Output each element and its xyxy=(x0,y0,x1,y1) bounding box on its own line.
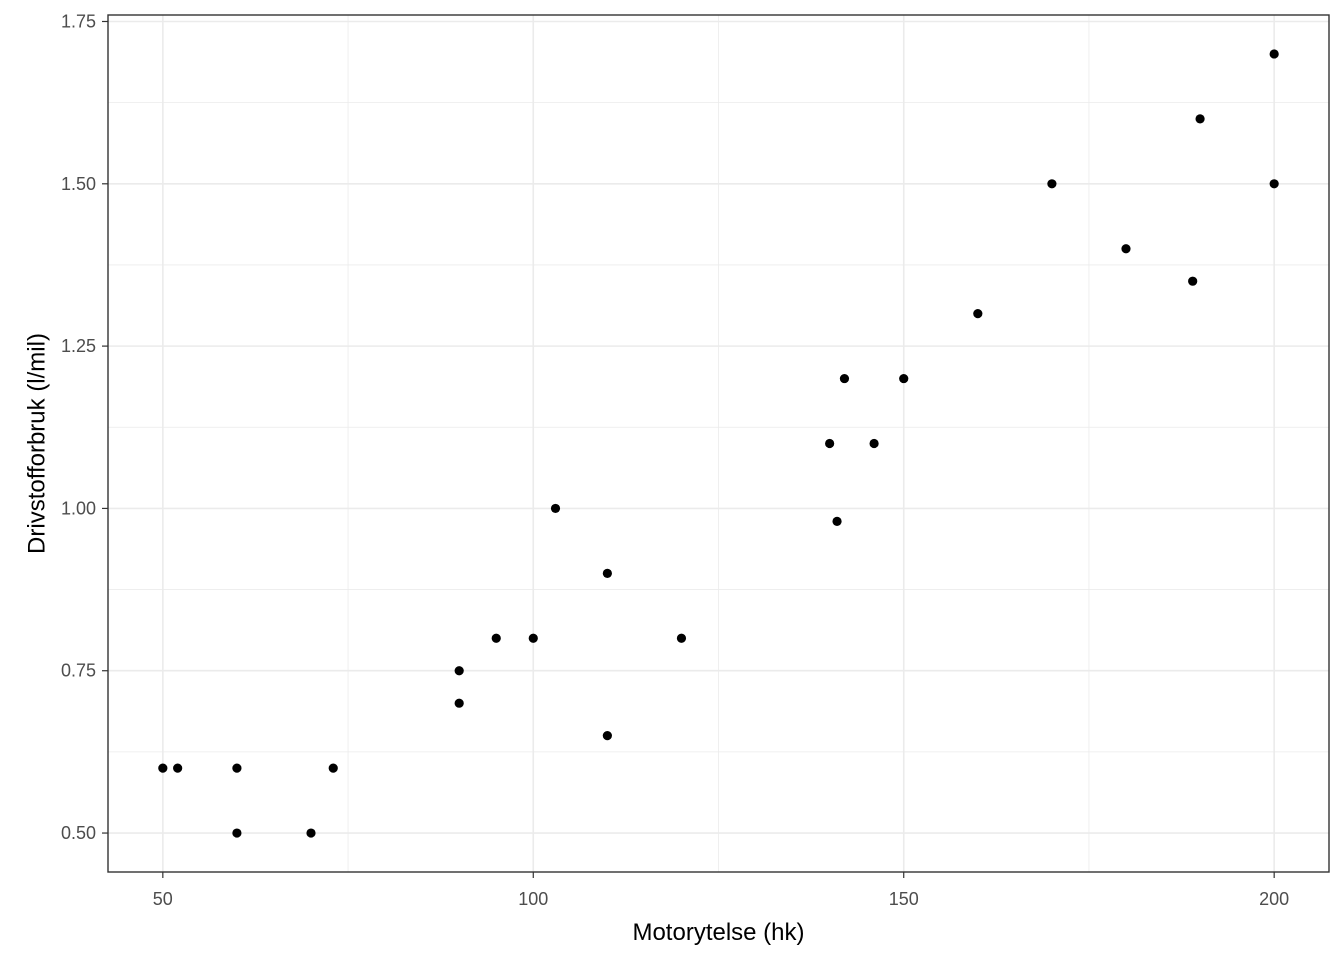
minor-gridlines xyxy=(108,15,1329,872)
data-point xyxy=(232,763,242,773)
data-point xyxy=(869,438,879,449)
x-tick-label: 150 xyxy=(889,889,919,909)
data-point xyxy=(491,633,501,643)
data-point xyxy=(306,828,316,838)
data-point xyxy=(550,503,561,514)
data-point xyxy=(676,633,687,643)
data-point xyxy=(602,731,612,741)
data-point xyxy=(232,828,242,838)
major-gridlines xyxy=(108,15,1329,872)
x-axis-title: Motorytelse (hk) xyxy=(632,919,804,946)
data-point xyxy=(1121,244,1131,254)
data-point xyxy=(1188,276,1198,286)
y-tick-label: 1.50 xyxy=(61,174,96,194)
y-tick-label: 1.25 xyxy=(61,336,96,356)
data-point xyxy=(528,633,538,643)
y-tick-label: 1.00 xyxy=(61,498,96,518)
data-point xyxy=(825,438,835,449)
y-tick-label: 1.75 xyxy=(61,11,96,31)
y-axis: 0.50 0.75 1.00 1.25 1.50 1.75 xyxy=(61,11,108,843)
data-point xyxy=(1047,179,1057,189)
data-point xyxy=(158,763,168,773)
data-point xyxy=(1195,114,1205,124)
data-point xyxy=(454,666,464,676)
data-point xyxy=(839,373,850,384)
y-axis-title: Drivstofforbruk (l/mil) xyxy=(23,333,50,554)
x-axis: 50 100 150 200 xyxy=(153,872,1289,909)
data-point xyxy=(899,373,909,384)
data-point xyxy=(1269,49,1279,59)
data-point xyxy=(173,763,183,773)
y-tick-label: 0.75 xyxy=(61,661,96,681)
panel-border xyxy=(107,14,1330,873)
data-point xyxy=(832,516,842,527)
data-point xyxy=(328,763,338,773)
data-points xyxy=(158,49,1279,838)
data-point xyxy=(1269,179,1279,189)
x-tick-label: 100 xyxy=(518,889,548,909)
data-point xyxy=(973,309,983,319)
x-tick-label: 200 xyxy=(1259,889,1289,909)
y-tick-label: 0.50 xyxy=(61,823,96,843)
data-point xyxy=(454,698,464,708)
data-point xyxy=(602,568,612,578)
x-tick-label: 50 xyxy=(153,889,173,909)
